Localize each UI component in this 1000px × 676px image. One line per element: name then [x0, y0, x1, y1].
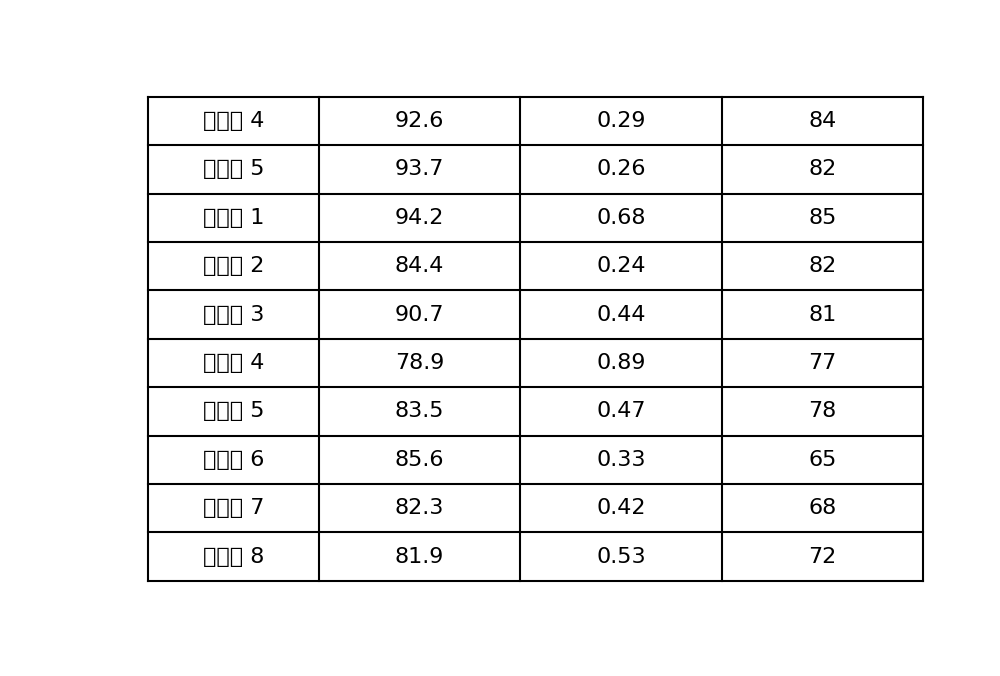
Text: 0.89: 0.89 [596, 353, 646, 373]
Text: 0.24: 0.24 [596, 256, 646, 276]
Text: 92.6: 92.6 [395, 111, 444, 131]
Text: 0.33: 0.33 [596, 450, 646, 470]
Text: 72: 72 [808, 547, 837, 566]
Text: 对比例 3: 对比例 3 [203, 305, 264, 324]
Text: 0.44: 0.44 [596, 305, 646, 324]
Text: 对比例 6: 对比例 6 [203, 450, 264, 470]
Text: 90.7: 90.7 [395, 305, 444, 324]
Text: 81: 81 [808, 305, 837, 324]
Text: 82.3: 82.3 [395, 498, 444, 518]
Text: 65: 65 [808, 450, 837, 470]
Text: 85: 85 [808, 208, 837, 228]
Text: 0.47: 0.47 [596, 402, 646, 421]
Text: 82: 82 [808, 256, 837, 276]
Text: 对比例 5: 对比例 5 [203, 402, 264, 421]
Text: 84.4: 84.4 [395, 256, 444, 276]
Text: 0.53: 0.53 [596, 547, 646, 566]
Text: 实施例 5: 实施例 5 [203, 160, 264, 179]
Text: 81.9: 81.9 [395, 547, 444, 566]
Text: 78: 78 [808, 402, 837, 421]
Text: 93.7: 93.7 [395, 160, 444, 179]
Text: 实施例 4: 实施例 4 [203, 111, 264, 131]
Text: 85.6: 85.6 [395, 450, 444, 470]
Text: 对比例 4: 对比例 4 [203, 353, 264, 373]
Text: 78.9: 78.9 [395, 353, 444, 373]
Text: 83.5: 83.5 [395, 402, 444, 421]
Text: 对比例 2: 对比例 2 [203, 256, 264, 276]
Text: 对比例 8: 对比例 8 [203, 547, 264, 566]
Text: 82: 82 [808, 160, 837, 179]
Text: 84: 84 [808, 111, 837, 131]
Text: 0.42: 0.42 [596, 498, 646, 518]
Text: 94.2: 94.2 [395, 208, 444, 228]
Text: 0.29: 0.29 [596, 111, 646, 131]
Text: 对比例 7: 对比例 7 [203, 498, 264, 518]
Text: 0.26: 0.26 [596, 160, 646, 179]
Text: 68: 68 [808, 498, 837, 518]
Text: 0.68: 0.68 [596, 208, 646, 228]
Text: 对比例 1: 对比例 1 [203, 208, 264, 228]
Text: 77: 77 [808, 353, 837, 373]
